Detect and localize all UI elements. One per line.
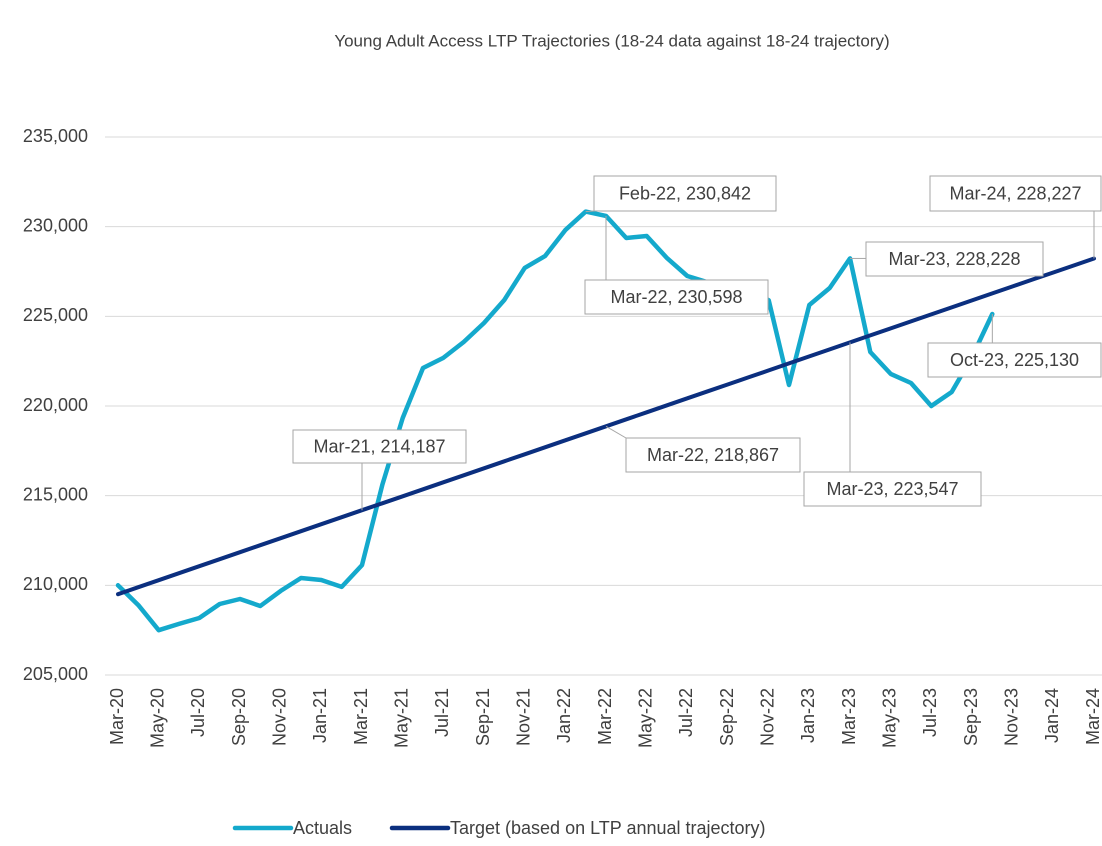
chart-title: Young Adult Access LTP Trajectories (18-… bbox=[334, 31, 889, 50]
label-box bbox=[593, 175, 777, 212]
x-tick-label: May-21 bbox=[391, 688, 411, 748]
x-tick-label: Nov-23 bbox=[1001, 688, 1021, 746]
legend-label: Actuals bbox=[293, 818, 352, 838]
x-tick-label: Nov-20 bbox=[269, 688, 289, 746]
label-box bbox=[865, 241, 1044, 277]
x-tick-label: Sep-21 bbox=[473, 688, 493, 746]
x-tick-label: Mar-24 bbox=[1083, 688, 1102, 745]
y-tick-label: 210,000 bbox=[23, 574, 88, 594]
x-tick-label: Jan-22 bbox=[554, 688, 574, 743]
data-label: Mar-23, 223,547 bbox=[826, 479, 958, 499]
data-label: Mar-22, 230,598 bbox=[610, 287, 742, 307]
leader-line bbox=[585, 210, 595, 213]
x-tick-label: Mar-21 bbox=[351, 688, 371, 745]
y-tick-label: 225,000 bbox=[23, 305, 88, 325]
series-line bbox=[116, 256, 1096, 597]
x-tick-label: Jul-20 bbox=[188, 688, 208, 737]
leader-line bbox=[605, 425, 627, 439]
label-box bbox=[584, 279, 769, 315]
label-box bbox=[625, 437, 801, 473]
x-tick-label: Sep-20 bbox=[229, 688, 249, 746]
x-tick-label: Mar-23 bbox=[839, 688, 859, 745]
x-tick-label: Sep-22 bbox=[717, 688, 737, 746]
data-label: Mar-23, 228,228 bbox=[888, 249, 1020, 269]
y-tick-label: 220,000 bbox=[23, 395, 88, 415]
x-tick-label: May-23 bbox=[879, 688, 899, 748]
x-tick-label: Jul-21 bbox=[432, 688, 452, 737]
data-label: Mar-21, 214,187 bbox=[313, 436, 445, 456]
y-tick-label: 215,000 bbox=[23, 484, 88, 504]
x-tick-label: Sep-23 bbox=[961, 688, 981, 746]
label-box bbox=[929, 175, 1102, 212]
x-tick-label: Jan-23 bbox=[798, 688, 818, 743]
data-label: Feb-22, 230,842 bbox=[619, 183, 751, 203]
x-tick-label: Jan-24 bbox=[1042, 688, 1062, 743]
label-box bbox=[292, 429, 467, 464]
x-tick-label: Nov-21 bbox=[513, 688, 533, 746]
x-tick-label: May-22 bbox=[635, 688, 655, 748]
data-label: Mar-24, 228,227 bbox=[949, 183, 1081, 203]
y-tick-label: 235,000 bbox=[23, 126, 88, 146]
y-tick-label: 205,000 bbox=[23, 664, 88, 684]
x-tick-label: Mar-20 bbox=[107, 688, 127, 745]
label-box bbox=[927, 342, 1102, 378]
x-tick-label: Jul-23 bbox=[920, 688, 940, 737]
legend-label: Target (based on LTP annual trajectory) bbox=[450, 818, 766, 838]
x-tick-label: Jul-22 bbox=[676, 688, 696, 737]
series-line bbox=[115, 209, 995, 633]
y-tick-label: 230,000 bbox=[23, 215, 88, 235]
x-tick-label: May-20 bbox=[147, 688, 167, 748]
data-label: Oct-23, 225,130 bbox=[950, 350, 1079, 370]
x-tick-label: Nov-22 bbox=[757, 688, 777, 746]
x-tick-label: Jan-21 bbox=[310, 688, 330, 743]
x-tick-label: Mar-22 bbox=[595, 688, 615, 745]
label-box bbox=[803, 471, 982, 507]
data-label: Mar-22, 218,867 bbox=[647, 445, 779, 465]
